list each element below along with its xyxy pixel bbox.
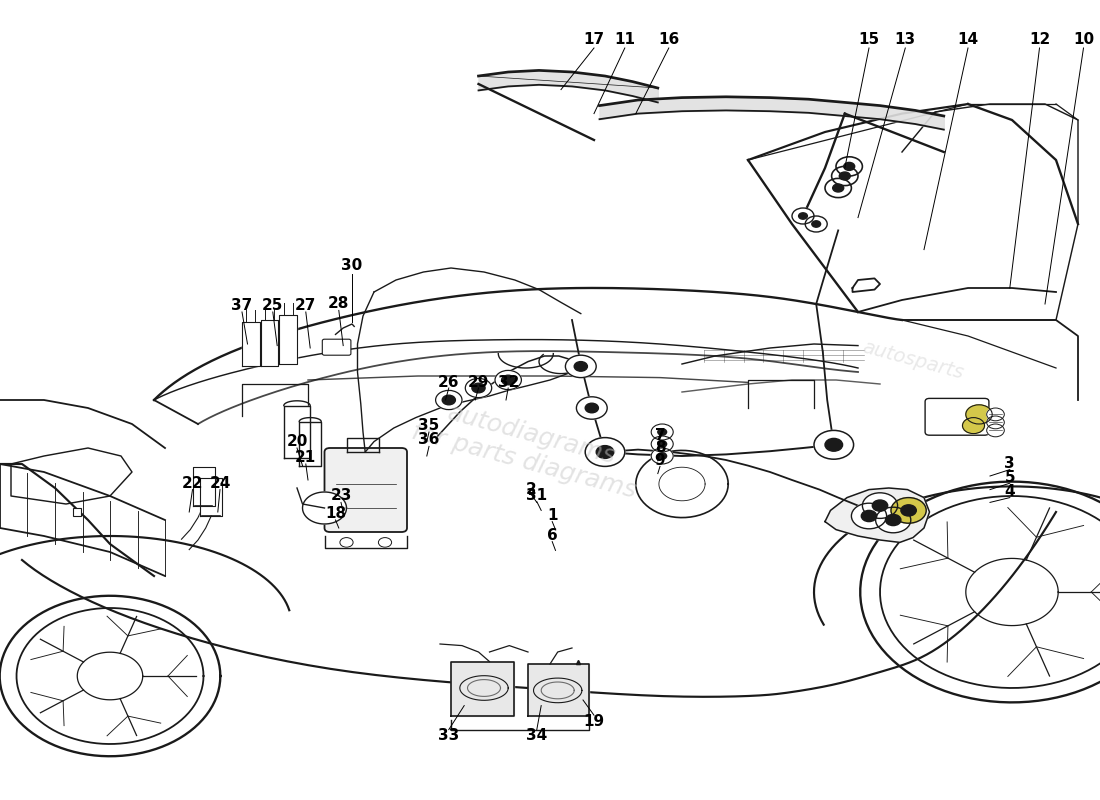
Circle shape bbox=[658, 441, 667, 447]
Polygon shape bbox=[192, 467, 215, 506]
Polygon shape bbox=[451, 662, 514, 716]
Text: 29: 29 bbox=[468, 375, 490, 390]
Text: 30: 30 bbox=[341, 258, 363, 273]
Text: 23: 23 bbox=[330, 489, 352, 503]
Circle shape bbox=[844, 162, 855, 170]
Text: 8: 8 bbox=[654, 441, 666, 455]
Circle shape bbox=[799, 213, 807, 219]
Circle shape bbox=[651, 424, 673, 440]
Circle shape bbox=[825, 438, 843, 451]
Circle shape bbox=[901, 505, 916, 516]
Text: 33: 33 bbox=[438, 729, 460, 743]
Polygon shape bbox=[302, 492, 346, 524]
Circle shape bbox=[436, 390, 462, 410]
Circle shape bbox=[576, 397, 607, 419]
FancyBboxPatch shape bbox=[324, 448, 407, 532]
Circle shape bbox=[585, 403, 598, 413]
Polygon shape bbox=[284, 406, 310, 458]
Text: 16: 16 bbox=[658, 33, 680, 47]
Text: 6: 6 bbox=[547, 529, 558, 543]
Circle shape bbox=[340, 538, 353, 547]
Circle shape bbox=[658, 429, 667, 435]
Circle shape bbox=[792, 208, 814, 224]
Text: 31: 31 bbox=[526, 489, 548, 503]
Text: 9: 9 bbox=[654, 454, 666, 468]
Circle shape bbox=[378, 538, 392, 547]
Text: 10: 10 bbox=[1072, 33, 1094, 47]
Circle shape bbox=[962, 418, 984, 434]
Circle shape bbox=[812, 221, 821, 227]
Text: 14: 14 bbox=[957, 33, 979, 47]
Text: 5: 5 bbox=[1004, 470, 1015, 485]
Polygon shape bbox=[825, 488, 930, 542]
Text: 1: 1 bbox=[547, 509, 558, 523]
Text: 7: 7 bbox=[654, 429, 666, 443]
Circle shape bbox=[851, 503, 887, 529]
Text: 22: 22 bbox=[182, 477, 204, 491]
Text: 4: 4 bbox=[1004, 485, 1015, 499]
Circle shape bbox=[472, 383, 485, 393]
Circle shape bbox=[814, 430, 854, 459]
Text: 36: 36 bbox=[418, 433, 440, 447]
Circle shape bbox=[651, 448, 673, 464]
Circle shape bbox=[862, 493, 898, 518]
Circle shape bbox=[987, 424, 1004, 437]
Text: 20: 20 bbox=[286, 434, 308, 449]
Text: 27: 27 bbox=[295, 298, 317, 313]
Circle shape bbox=[565, 355, 596, 378]
Circle shape bbox=[495, 370, 521, 390]
Polygon shape bbox=[200, 478, 222, 516]
Text: 19: 19 bbox=[583, 714, 605, 729]
Text: 12: 12 bbox=[1028, 33, 1050, 47]
Polygon shape bbox=[528, 664, 588, 716]
Circle shape bbox=[596, 446, 614, 458]
Text: 37: 37 bbox=[231, 298, 253, 313]
Circle shape bbox=[574, 362, 587, 371]
Circle shape bbox=[861, 510, 877, 522]
Text: 2: 2 bbox=[526, 482, 537, 497]
Text: 11: 11 bbox=[614, 33, 636, 47]
Text: 34: 34 bbox=[526, 729, 548, 743]
Polygon shape bbox=[261, 320, 278, 366]
Circle shape bbox=[987, 408, 1004, 421]
Text: 3: 3 bbox=[1004, 457, 1015, 471]
Circle shape bbox=[891, 498, 926, 523]
Circle shape bbox=[839, 172, 850, 180]
Circle shape bbox=[805, 216, 827, 232]
Text: 13: 13 bbox=[894, 33, 916, 47]
Circle shape bbox=[876, 507, 911, 533]
Text: 25: 25 bbox=[262, 298, 284, 313]
Text: 26: 26 bbox=[438, 375, 460, 390]
Text: autodiagrams
for parts diagrams: autodiagrams for parts diagrams bbox=[409, 393, 647, 503]
Text: 32: 32 bbox=[497, 375, 519, 390]
Text: 28: 28 bbox=[328, 297, 350, 311]
Circle shape bbox=[886, 514, 901, 526]
Text: autosparts: autosparts bbox=[860, 338, 966, 382]
Circle shape bbox=[442, 395, 455, 405]
Circle shape bbox=[833, 184, 844, 192]
Circle shape bbox=[836, 157, 862, 176]
Text: 17: 17 bbox=[583, 33, 605, 47]
FancyBboxPatch shape bbox=[322, 339, 351, 355]
Circle shape bbox=[465, 378, 492, 398]
Text: 18: 18 bbox=[324, 506, 346, 521]
Polygon shape bbox=[279, 315, 297, 364]
Circle shape bbox=[825, 178, 851, 198]
Circle shape bbox=[872, 500, 888, 511]
Text: 15: 15 bbox=[858, 33, 880, 47]
Circle shape bbox=[987, 416, 1004, 429]
Text: 24: 24 bbox=[209, 477, 231, 491]
Circle shape bbox=[658, 453, 667, 459]
Circle shape bbox=[966, 405, 992, 424]
Polygon shape bbox=[242, 322, 260, 366]
Circle shape bbox=[832, 166, 858, 186]
Circle shape bbox=[651, 436, 673, 452]
Text: 35: 35 bbox=[418, 418, 440, 433]
Text: 21: 21 bbox=[295, 450, 317, 465]
Polygon shape bbox=[636, 450, 728, 518]
Circle shape bbox=[585, 438, 625, 466]
Polygon shape bbox=[299, 422, 321, 466]
Circle shape bbox=[502, 375, 515, 385]
FancyBboxPatch shape bbox=[925, 398, 989, 435]
